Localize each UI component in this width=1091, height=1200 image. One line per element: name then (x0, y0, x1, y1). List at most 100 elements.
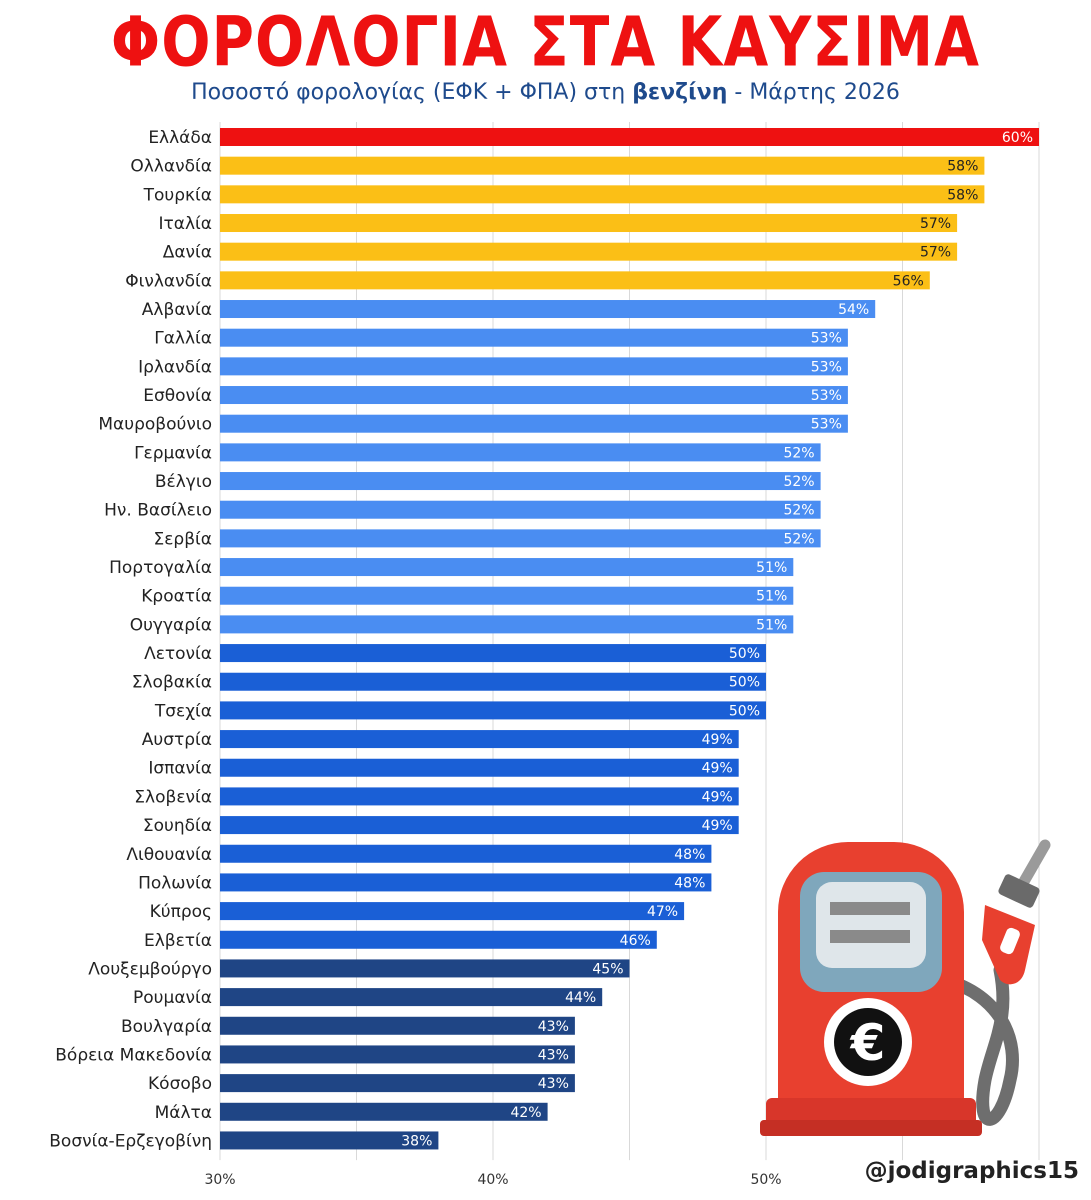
bar (220, 472, 821, 491)
category-label: Κόσοβο (148, 1074, 212, 1094)
value-label: 53% (811, 359, 842, 375)
category-label: Σερβία (153, 529, 212, 549)
category-label: Αλβανία (142, 300, 212, 320)
value-label: 43% (538, 1047, 569, 1063)
bar (220, 1016, 575, 1035)
value-label: 52% (783, 503, 814, 519)
value-label: 56% (893, 273, 924, 289)
value-label: 43% (538, 1019, 569, 1035)
subtitle-highlight: βενζίνη (632, 80, 728, 105)
category-label: Φινλανδία (125, 271, 212, 291)
bar (220, 844, 712, 863)
bar (220, 242, 958, 261)
bar (220, 185, 985, 204)
value-label: 54% (838, 302, 869, 318)
bar (220, 730, 739, 749)
category-label: Ελλάδα (148, 128, 212, 148)
category-label: Αυστρία (142, 730, 212, 750)
value-label: 49% (702, 789, 733, 805)
value-label: 47% (647, 904, 678, 920)
bar (220, 701, 766, 720)
euro-symbol: € (850, 1014, 886, 1072)
page-title: ΦΟΡΟΛΟΓΙΑ ΣΤΑ ΚΑΥΣΙΜΑ (110, 2, 981, 83)
category-label: Λιθουανία (126, 845, 212, 865)
bar (220, 758, 739, 777)
value-label: 53% (811, 388, 842, 404)
value-label: 45% (592, 961, 623, 977)
bar (220, 156, 985, 175)
bar (220, 988, 603, 1007)
bar (220, 787, 739, 806)
bar (220, 959, 630, 978)
value-label: 52% (783, 445, 814, 461)
value-label: 51% (756, 560, 787, 576)
value-label: 50% (729, 646, 760, 662)
bar (220, 615, 794, 634)
category-label: Κύπρος (150, 902, 212, 922)
value-label: 58% (947, 159, 978, 175)
bar (220, 529, 821, 548)
category-label: Σουηδία (143, 816, 212, 836)
fuel-pump-icon: € (760, 839, 1051, 1136)
category-label: Λουξεμβούργο (88, 959, 212, 979)
value-label: 43% (538, 1076, 569, 1092)
category-label: Ολλανδία (130, 157, 212, 177)
bar (220, 414, 848, 433)
bar (220, 558, 794, 577)
bar (220, 357, 848, 376)
value-label: 60% (1002, 130, 1033, 146)
category-label: Σλοβακία (132, 673, 212, 693)
category-label: Πορτογαλία (109, 558, 212, 578)
bar (220, 816, 739, 835)
category-label: Ελβετία (144, 931, 212, 951)
x-tick-label: 40% (477, 1172, 508, 1188)
bar (220, 873, 712, 892)
bar (220, 214, 958, 233)
category-label: Ιταλία (159, 214, 212, 234)
bar (220, 1131, 439, 1150)
value-label: 49% (702, 732, 733, 748)
value-label: 48% (674, 875, 705, 891)
value-label: 52% (783, 531, 814, 547)
value-label: 51% (756, 617, 787, 633)
value-label: 53% (811, 417, 842, 433)
value-label: 52% (783, 474, 814, 490)
bar (220, 300, 876, 319)
bar (220, 1074, 575, 1093)
value-label: 42% (510, 1105, 541, 1121)
bar (220, 586, 794, 605)
value-label: 57% (920, 216, 951, 232)
value-label: 58% (947, 187, 978, 203)
value-label: 57% (920, 245, 951, 261)
bar (220, 1045, 575, 1064)
category-label: Μαυροβούνιο (98, 415, 212, 435)
category-label: Γερμανία (134, 443, 212, 463)
category-label: Κροατία (141, 587, 212, 607)
category-label: Ρουμανία (133, 988, 212, 1008)
subtitle-text: Ποσοστό φορολογίας (ΕΦΚ + ΦΠΑ) στη (191, 80, 633, 105)
x-tick-label: 30% (204, 1172, 235, 1188)
value-label: 50% (729, 675, 760, 691)
value-label: 44% (565, 990, 596, 1006)
subtitle-date: - Μάρτης 2026 (727, 80, 900, 105)
bar (220, 271, 930, 290)
category-label: Βέλγιο (155, 472, 212, 492)
value-label: 46% (620, 933, 651, 949)
value-label: 51% (756, 589, 787, 605)
bar (220, 902, 685, 921)
category-label: Τσεχία (154, 701, 212, 721)
x-tick-label: 50% (750, 1172, 781, 1188)
bar (220, 328, 848, 347)
category-label: Ουγγαρία (130, 615, 212, 635)
bar (220, 930, 657, 949)
category-label: Βόρεια Μακεδονία (55, 1045, 212, 1065)
category-label: Ην. Βασίλειο (104, 501, 212, 521)
page-subtitle: Ποσοστό φορολογίας (ΕΦΚ + ΦΠΑ) στη βενζί… (0, 80, 1091, 105)
value-label: 49% (702, 761, 733, 777)
category-label: Βοσνία-Ερζεγοβίνη (49, 1131, 212, 1151)
value-label: 53% (811, 331, 842, 347)
category-label: Δανία (163, 243, 212, 263)
category-label: Σλοβενία (134, 787, 212, 807)
category-label: Τουρκία (143, 185, 212, 205)
